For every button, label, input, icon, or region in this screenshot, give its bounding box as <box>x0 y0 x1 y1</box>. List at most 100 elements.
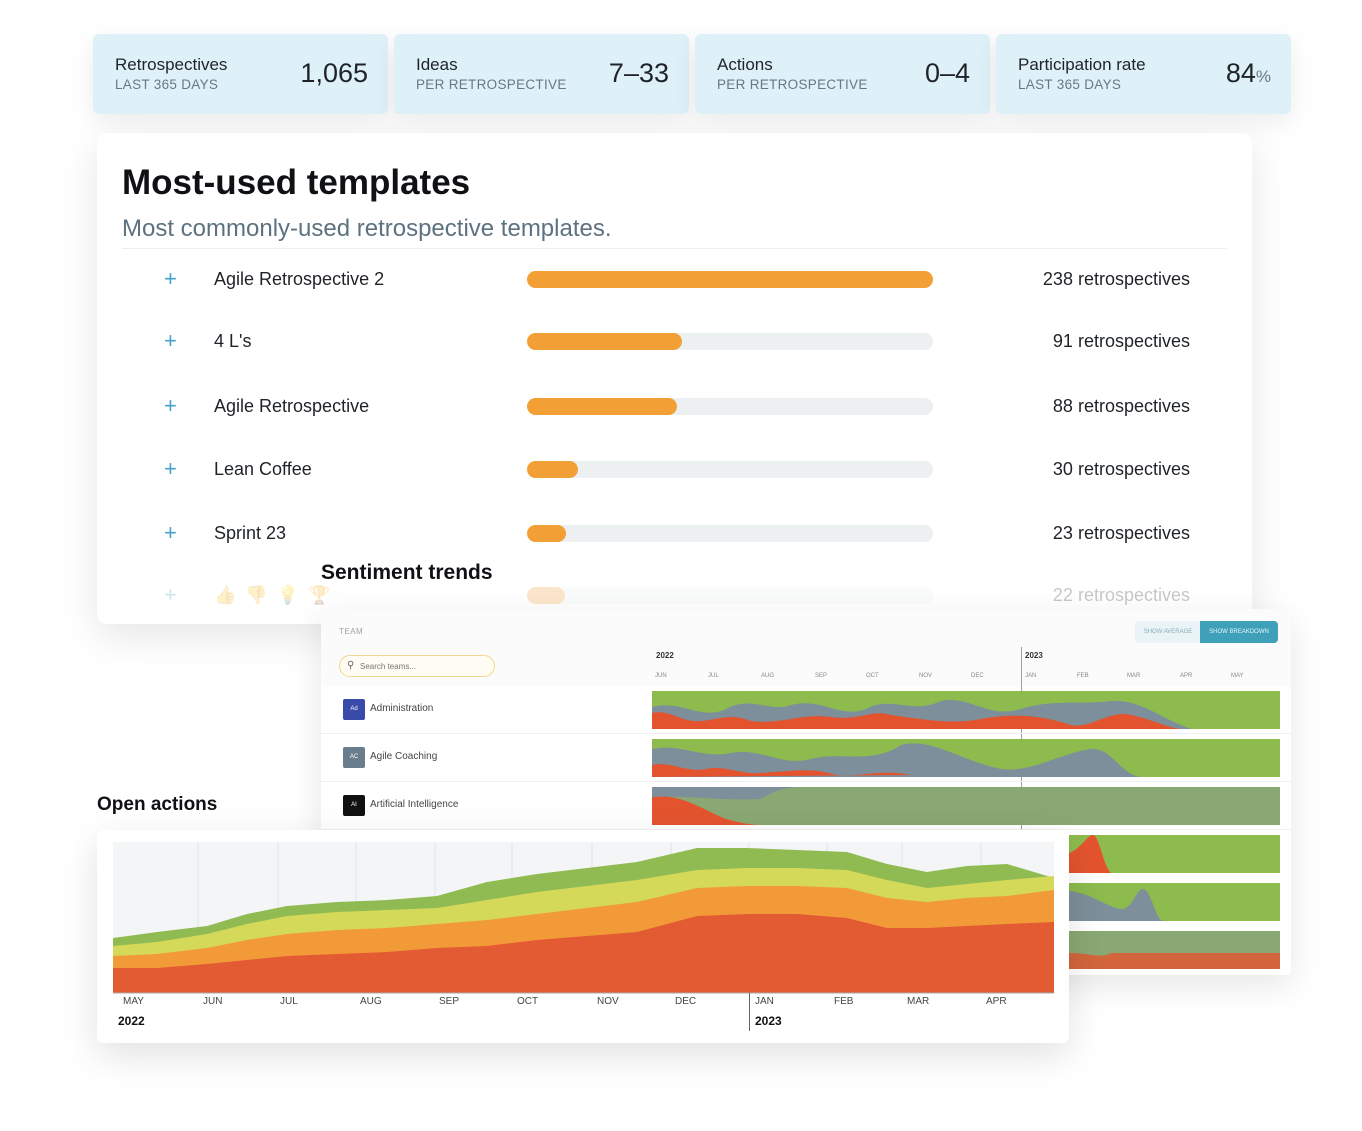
stream-negative-band <box>652 796 761 825</box>
template-count: 22 retrospectives <box>1052 585 1190 605</box>
template-count: 23 retrospectives <box>1052 523 1190 543</box>
open-actions-chart <box>113 842 1054 994</box>
search-icon: ⚲ <box>347 660 355 671</box>
usage-bar-fill <box>527 398 678 415</box>
kpi-value: 0–4 <box>924 58 970 88</box>
template-row[interactable]: + Agile Retrospective 88 retrospectives <box>97 387 1252 427</box>
area-layer-red <box>113 914 1054 993</box>
templates-description: Most commonly-used retrospective templat… <box>122 215 612 242</box>
template-count: 30 retrospectives <box>1052 459 1190 479</box>
month-label: OCT <box>866 673 879 679</box>
kpi-actions: Actions PER RETROSPECTIVE 0–4 <box>695 34 990 114</box>
templates-card: Most-used templates Most commonly-used r… <box>97 133 1252 624</box>
month-label: NOV <box>597 996 619 1007</box>
month-label: DEC <box>971 673 984 679</box>
kpi-sublabel: PER RETROSPECTIVE <box>416 77 567 92</box>
kpi-sublabel: PER RETROSPECTIVE <box>717 77 868 92</box>
usage-bar-track <box>527 271 933 288</box>
month-label: MAR <box>907 996 930 1007</box>
kpi-label: Participation rate <box>1018 55 1146 74</box>
kpi-participation-rate: Participation rate LAST 365 DAYS 84% <box>996 34 1291 114</box>
month-label: APR <box>1180 673 1193 679</box>
usage-bar-track <box>527 398 933 415</box>
month-label: JUL <box>280 996 298 1007</box>
template-name: 👍 👎 💡 🏆 <box>214 585 333 605</box>
month-label: APR <box>986 996 1007 1007</box>
team-row[interactable]: Ad Administration <box>321 687 1291 734</box>
kpi-value: 1,065 <box>300 58 368 88</box>
stream-artificial-intelligence <box>652 787 1280 825</box>
expand-plus-icon[interactable]: + <box>164 266 177 291</box>
stream-neutral-band <box>1069 889 1163 921</box>
month-label: JUL <box>708 673 719 679</box>
team-column-label: TEAM <box>339 627 364 636</box>
template-row[interactable]: + 👍 👎 💡 🏆 22 retrospectives <box>97 576 1252 616</box>
stream-agile-coaching <box>652 739 1280 777</box>
templates-title: Most-used templates <box>122 163 471 202</box>
usage-bar-fill <box>527 525 567 542</box>
team-search-field[interactable]: ⚲ <box>339 655 495 677</box>
team-name: Artificial Intelligence <box>370 799 459 810</box>
month-label: JAN <box>755 996 774 1007</box>
template-count: 238 retrospectives <box>1042 269 1190 289</box>
template-row[interactable]: + Agile Retrospective 2 238 retrospectiv… <box>97 260 1252 300</box>
month-label: MAR <box>1127 673 1141 679</box>
expand-plus-icon[interactable]: + <box>164 582 177 607</box>
expand-plus-icon[interactable]: + <box>164 328 177 353</box>
month-label: DEC <box>675 996 697 1007</box>
team-row[interactable]: AC Agile Coaching <box>321 735 1291 782</box>
kpi-sublabel: LAST 365 DAYS <box>115 77 219 92</box>
template-row[interactable]: + Lean Coffee 30 retrospectives <box>97 450 1252 490</box>
team-row[interactable]: AI Artificial Intelligence <box>321 783 1291 830</box>
team-search-input[interactable] <box>360 659 485 673</box>
template-row[interactable]: + Sprint 23 23 retrospectives <box>97 514 1252 554</box>
kpi-value: 84% <box>1225 58 1271 88</box>
stream-negative-band <box>652 764 911 777</box>
month-label: FEB <box>834 996 854 1007</box>
year-label: 2023 <box>755 1014 782 1028</box>
year-label: 2022 <box>118 1014 145 1028</box>
kpi-label: Ideas <box>416 55 458 74</box>
expand-plus-icon[interactable]: + <box>164 520 177 545</box>
template-count: 88 retrospectives <box>1052 396 1190 416</box>
month-label: JUN <box>655 673 667 679</box>
year-divider <box>749 993 750 1031</box>
expand-plus-icon[interactable]: + <box>164 456 177 481</box>
month-label: JUN <box>203 996 223 1007</box>
stream-neutral-band <box>652 787 801 800</box>
sentiment-streams <box>652 691 1280 969</box>
kpi-value: 7–33 <box>608 58 669 88</box>
stream-negative-band <box>1069 835 1111 873</box>
divider <box>122 248 1227 249</box>
sentiment-title: Sentiment trends <box>321 561 493 584</box>
team-avatar: AI <box>343 795 365 816</box>
usage-bar-track <box>527 461 933 478</box>
month-label: MAY <box>123 996 144 1007</box>
stream-negative-band <box>1069 953 1280 969</box>
usage-bar-track <box>527 333 933 350</box>
template-name: Lean Coffee <box>214 459 312 479</box>
kpi-sublabel: LAST 365 DAYS <box>1018 77 1122 92</box>
kpi-ideas: Ideas PER RETROSPECTIVE 7–33 <box>394 34 689 114</box>
usage-bar-fill <box>527 271 933 288</box>
month-label: AUG <box>761 673 775 679</box>
show-average-button[interactable]: SHOW AVERAGE <box>1135 621 1201 643</box>
kpi-label: Retrospectives <box>115 55 228 74</box>
kpi-label: Actions <box>717 55 773 74</box>
expand-plus-icon[interactable]: + <box>164 393 177 418</box>
year-label: 2022 <box>656 651 674 660</box>
usage-bar-track <box>527 525 933 542</box>
team-avatar: Ad <box>343 699 365 720</box>
stream-administration <box>652 691 1280 729</box>
template-name: Sprint 23 <box>214 523 287 543</box>
month-label: JAN <box>1025 673 1037 679</box>
stream-neutral-band <box>652 743 1141 777</box>
stream-hidden-rows <box>1069 835 1280 969</box>
template-count: 91 retrospectives <box>1052 331 1190 351</box>
show-breakdown-button[interactable]: SHOW BREAKDOWN <box>1200 621 1278 643</box>
template-row[interactable]: + 4 L's 91 retrospectives <box>97 322 1252 362</box>
stream-negative-band <box>652 712 1181 729</box>
template-name: 4 L's <box>214 331 252 351</box>
usage-bar-fill <box>527 461 579 478</box>
month-label: SEP <box>439 996 460 1007</box>
